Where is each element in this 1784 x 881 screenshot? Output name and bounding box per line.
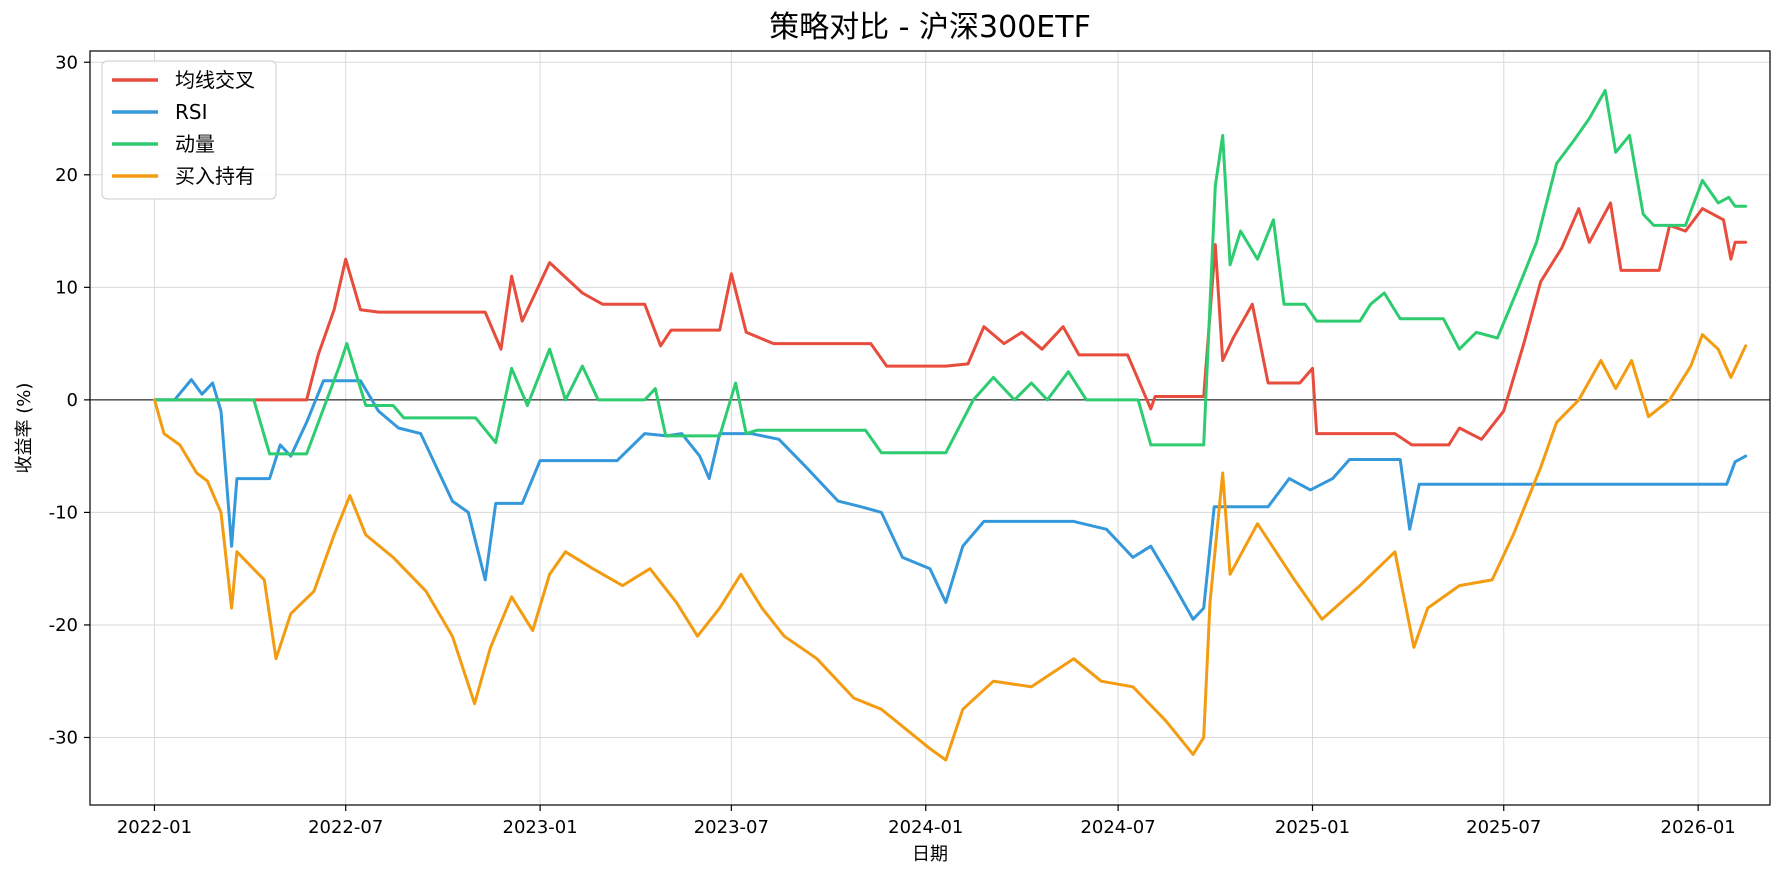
y-tick-label: 10 <box>55 277 78 298</box>
plot-frame <box>89 50 1771 806</box>
x-axis-title: 日期 <box>912 844 948 865</box>
legend-label: RSI <box>175 100 208 124</box>
y-tick-label: 20 <box>55 165 78 186</box>
y-tick-label: -20 <box>49 615 78 636</box>
x-tick-label: 2023-01 <box>503 817 578 838</box>
y-tick-label: -30 <box>49 727 78 748</box>
y-tick-label: -10 <box>49 502 78 523</box>
series-line-4 <box>153 333 1748 762</box>
x-tick-label: 2026-01 <box>1661 817 1736 838</box>
series-layer <box>153 88 1748 762</box>
legend-label: 动量 <box>175 132 215 156</box>
y-axis-title: 收益率 (%) <box>14 383 35 474</box>
legend-label: 均线交叉 <box>175 68 255 92</box>
legend-label: 买入持有 <box>175 164 255 188</box>
x-tick-label: 2022-07 <box>308 817 383 838</box>
x-tick-label: 2024-01 <box>888 817 963 838</box>
series-line-1 <box>153 201 1748 447</box>
x-tick-label: 2022-01 <box>117 817 192 838</box>
series-line-3 <box>153 88 1748 456</box>
x-tick-label: 2023-07 <box>694 817 769 838</box>
x-tick-label: 2025-07 <box>1466 817 1541 838</box>
y-tick-label: 0 <box>67 390 78 411</box>
x-tick-label: 2025-01 <box>1275 817 1350 838</box>
grid <box>90 51 1770 805</box>
axis-ticks: 2022-01 2022-07 2023-01 2023-07 2024-01 2024-… <box>49 52 1736 838</box>
x-tick-label: 2024-07 <box>1080 817 1155 838</box>
y-tick-label: 30 <box>55 52 78 73</box>
legend-box <box>101 60 277 200</box>
chart-title: 策略对比 - 沪深300ETF <box>769 10 1091 45</box>
